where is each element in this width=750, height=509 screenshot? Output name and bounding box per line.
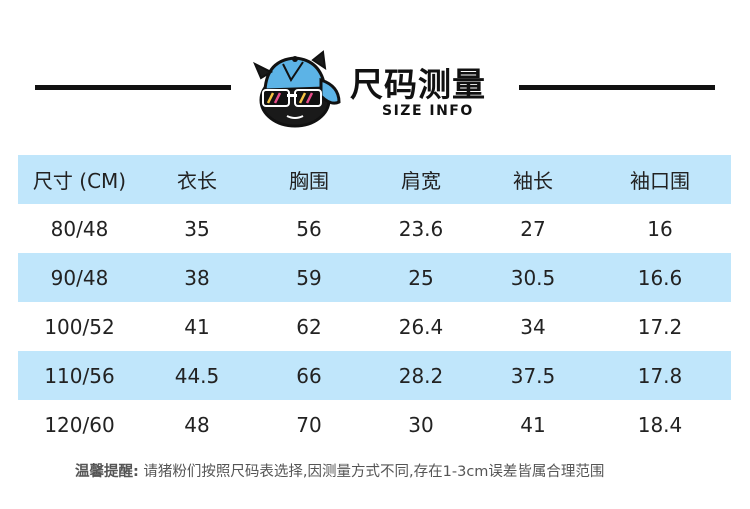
cell-size: 100/52: [44, 314, 115, 339]
column-header-sleeve: 袖长: [477, 155, 589, 204]
left-divider: [35, 85, 231, 90]
cell-sleeve: 37.5: [477, 351, 589, 400]
column-header-cuff: 袖口围: [589, 155, 731, 204]
cell-size: 110/56: [18, 351, 141, 400]
table-row: 80/48 35 56 23.6 27 16: [18, 204, 731, 253]
cap-and-sunglasses-mascot-icon: [253, 50, 341, 128]
cell-length: 48: [184, 412, 210, 437]
table-row: 90/48 38 59 25 30.5 16.6: [18, 253, 731, 302]
cell-shoulder: 26.4: [398, 314, 444, 339]
note-lead: 温馨提醒:: [75, 464, 139, 480]
column-header-chest: 胸围: [253, 155, 365, 204]
page-title: 尺码测量: [350, 65, 486, 104]
cell-length: 38: [141, 253, 253, 302]
cell-chest: 66: [253, 351, 365, 400]
table-row: 110/56 44.5 66 28.2 37.5 17.8: [18, 351, 731, 400]
cell-shoulder: 25: [365, 253, 477, 302]
cell-length: 41: [184, 314, 210, 339]
page-header: 尺码测量 SIZE INFO: [0, 0, 750, 150]
cell-shoulder: 28.2: [365, 351, 477, 400]
cell-chest: 59: [253, 253, 365, 302]
note-text: 请猪粉们按照尺码表选择,因测量方式不同,存在1-3cm误差皆属合理范围: [138, 464, 605, 480]
cell-chest: 62: [296, 314, 322, 339]
cell-length: 44.5: [141, 351, 253, 400]
cell-cuff: 16: [647, 216, 673, 241]
cell-cuff: 17.2: [637, 314, 683, 339]
cell-sleeve: 34: [520, 314, 546, 339]
cell-cuff: 17.8: [589, 351, 731, 400]
measurement-note: 温馨提醒: 请猪粉们按照尺码表选择,因测量方式不同,存在1-3cm误差皆属合理范…: [75, 460, 604, 481]
cell-chest: 56: [296, 216, 322, 241]
cell-chest: 70: [296, 412, 322, 437]
cell-sleeve: 30.5: [477, 253, 589, 302]
table-header-row: 尺寸 (CM) 衣长 胸围 肩宽 袖长 袖口围: [18, 155, 731, 204]
cell-size: 120/60: [44, 412, 115, 437]
size-chart-table: 尺寸 (CM) 衣长 胸围 肩宽 袖长 袖口围 80/48 35 56 23.6…: [18, 155, 731, 449]
cell-size: 80/48: [50, 216, 109, 241]
table-row: 120/60 48 70 30 41 18.4: [18, 400, 731, 449]
column-header-length: 衣长: [141, 155, 253, 204]
column-header-shoulder: 肩宽: [365, 155, 477, 204]
cell-length: 35: [184, 216, 210, 241]
cell-cuff: 18.4: [637, 412, 683, 437]
column-header-size: 尺寸 (CM): [18, 155, 141, 204]
cell-sleeve: 27: [520, 216, 546, 241]
cell-sleeve: 41: [520, 412, 546, 437]
cell-shoulder: 30: [408, 412, 434, 437]
page-subtitle: SIZE INFO: [382, 103, 474, 119]
table-row: 100/52 41 62 26.4 34 17.2: [18, 302, 731, 351]
cell-shoulder: 23.6: [398, 216, 444, 241]
cell-cuff: 16.6: [589, 253, 731, 302]
cell-size: 90/48: [18, 253, 141, 302]
right-divider: [519, 85, 715, 90]
